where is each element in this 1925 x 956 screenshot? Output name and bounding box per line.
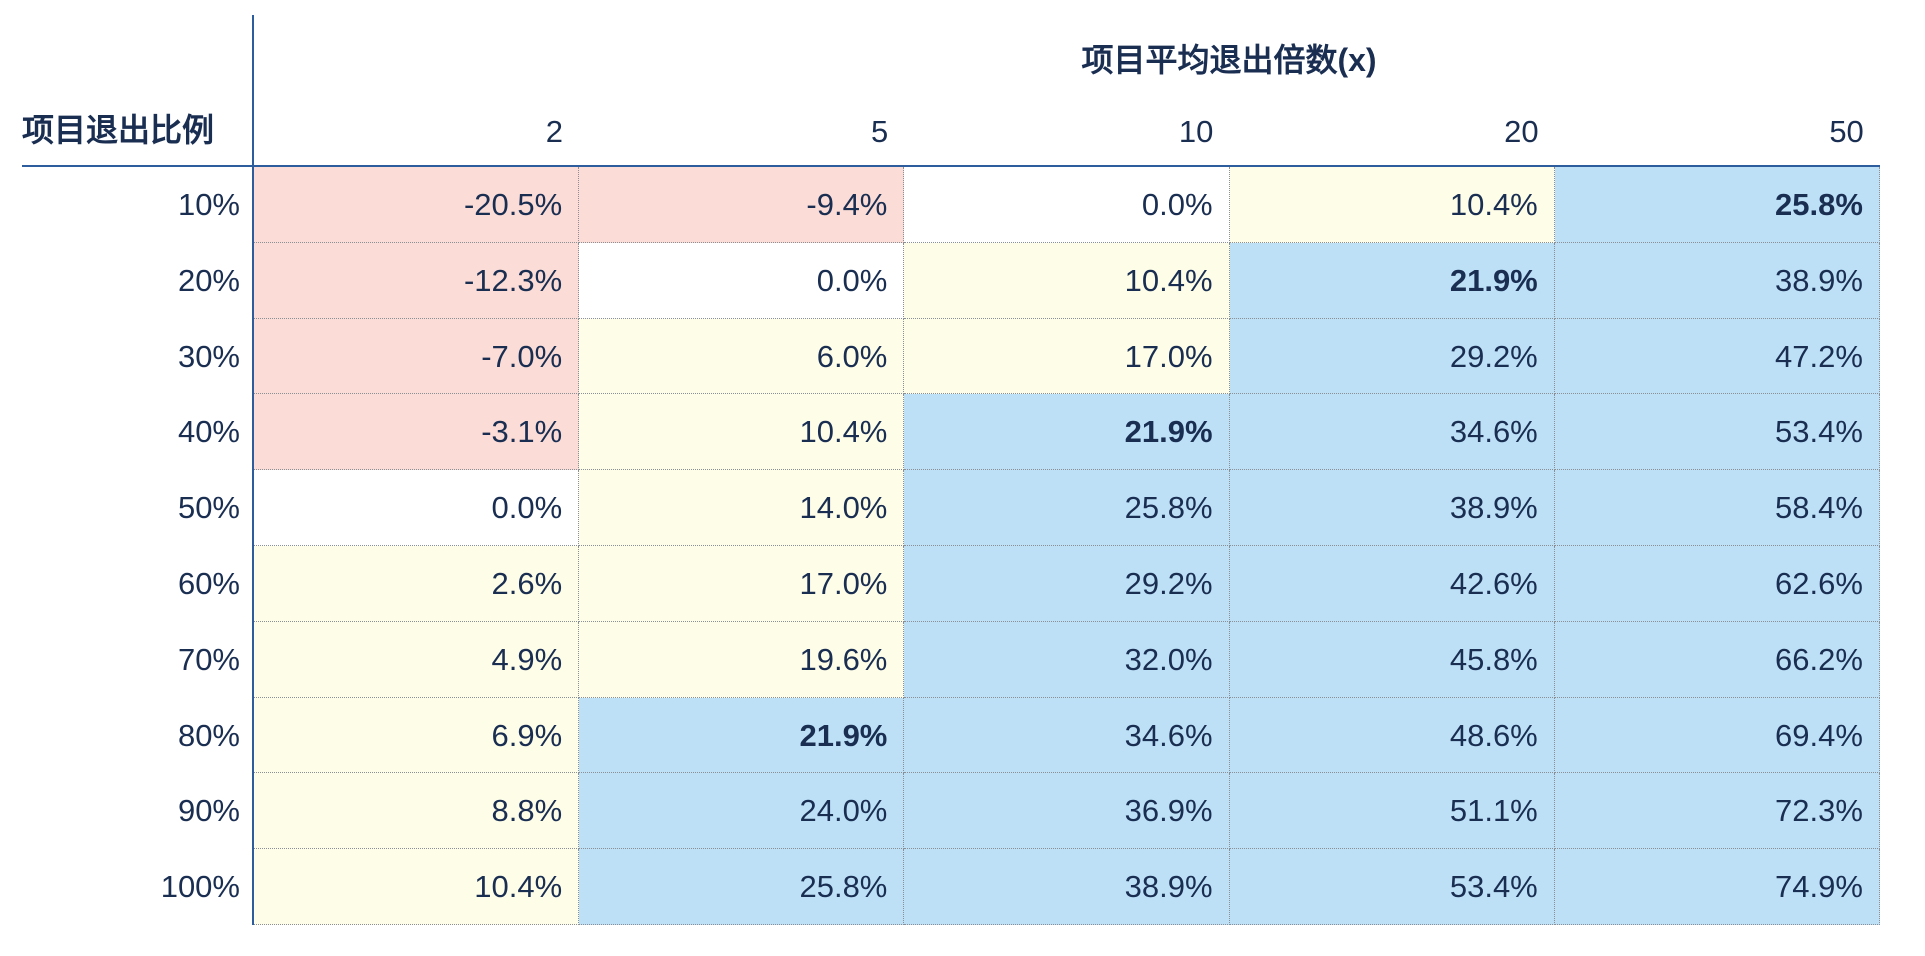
table-cell: 0.0% xyxy=(904,167,1230,243)
table-row: -7.0% 6.0% 17.0% 29.2% 47.2% xyxy=(254,318,1880,395)
table-cell: 66.2% xyxy=(1554,621,1880,698)
table-cell: 17.0% xyxy=(904,318,1230,395)
table-cell: 6.9% xyxy=(254,697,580,774)
table-cell: 29.2% xyxy=(1229,318,1555,395)
table-cell: 42.6% xyxy=(1229,545,1555,622)
table-cell: 34.6% xyxy=(904,697,1230,774)
row-label: 40% xyxy=(177,414,240,450)
table-cell: 29.2% xyxy=(904,545,1230,622)
table-row: -12.3% 0.0% 10.4% 21.9% 38.9% xyxy=(254,242,1880,319)
table-cell: 0.0% xyxy=(254,470,580,546)
row-label: 50% xyxy=(177,490,240,526)
table-row: 2.6% 17.0% 29.2% 42.6% 62.6% xyxy=(254,545,1880,622)
row-label: 60% xyxy=(177,565,240,601)
row-labels: 10% 20% 30% 40% 50% 60% 70% 80% 90% 100% xyxy=(22,167,240,925)
table-cell: 10.4% xyxy=(254,849,580,925)
table-cell: 58.4% xyxy=(1554,470,1880,546)
table-cell: 21.9% xyxy=(579,697,905,774)
table-cell: 53.4% xyxy=(1554,394,1880,471)
table-cell: 48.6% xyxy=(1229,697,1555,774)
table-cell: 19.6% xyxy=(579,621,905,698)
heatmap-grid: -20.5% -9.4% 0.0% 10.4% 25.8% -12.3% 0.0% 10.4%… xyxy=(254,167,1880,925)
row-label: 100% xyxy=(160,869,240,905)
table-cell: 69.4% xyxy=(1554,697,1880,774)
table-cell: 74.9% xyxy=(1554,849,1880,925)
table-cell: 45.8% xyxy=(1229,621,1555,698)
table-row: 0.0% 14.0% 25.8% 38.9% 58.4% xyxy=(254,470,1880,546)
column-axis-title: 项目平均退出倍数(x) xyxy=(1081,42,1377,78)
table-cell: -9.4% xyxy=(579,167,905,243)
table-cell: 34.6% xyxy=(1229,394,1555,471)
table-row: 10.4% 25.8% 38.9% 53.4% 74.9% xyxy=(254,849,1880,925)
column-header: 5 xyxy=(870,114,889,149)
table-cell: 47.2% xyxy=(1554,318,1880,395)
table-cell: 53.4% xyxy=(1229,849,1555,925)
table-row: -20.5% -9.4% 0.0% 10.4% 25.8% xyxy=(254,167,1880,243)
table-cell: 2.6% xyxy=(254,545,580,622)
table-cell: -3.1% xyxy=(254,394,580,471)
table-row: 6.9% 21.9% 34.6% 48.6% 69.4% xyxy=(254,697,1880,774)
table-cell: 25.8% xyxy=(1554,167,1880,243)
table-cell: 62.6% xyxy=(1554,545,1880,622)
table-row: 4.9% 19.6% 32.0% 45.8% 66.2% xyxy=(254,621,1880,698)
table-row: -3.1% 10.4% 21.9% 34.6% 53.4% xyxy=(254,394,1880,471)
column-header: 20 xyxy=(1504,114,1539,149)
table-cell: 0.0% xyxy=(579,242,905,319)
header-vertical-rule xyxy=(252,15,254,925)
row-label: 20% xyxy=(177,262,240,298)
table-cell: 25.8% xyxy=(579,849,905,925)
table-cell: 36.9% xyxy=(904,773,1230,850)
table-cell: 6.0% xyxy=(579,318,905,395)
table-cell: 14.0% xyxy=(579,470,905,546)
column-header: 10 xyxy=(1178,114,1214,149)
table-cell: 21.9% xyxy=(904,394,1230,471)
table-cell: 32.0% xyxy=(904,621,1230,698)
row-label: 10% xyxy=(177,187,240,222)
table-row: 8.8% 24.0% 36.9% 51.1% 72.3% xyxy=(254,773,1880,850)
table-cell: -20.5% xyxy=(254,167,580,243)
table-cell: 38.9% xyxy=(1229,470,1555,546)
column-header: 2 xyxy=(545,114,563,149)
table-cell: 10.4% xyxy=(904,242,1230,319)
table-cell: 8.8% xyxy=(254,773,580,850)
row-axis-title: 项目退出比例 xyxy=(22,112,215,148)
table-cell: 51.1% xyxy=(1229,773,1555,850)
table-cell: -12.3% xyxy=(254,242,580,319)
table-cell: 10.4% xyxy=(579,394,905,471)
table-cell: 72.3% xyxy=(1554,773,1880,850)
table-cell: -7.0% xyxy=(254,318,580,395)
table-cell: 21.9% xyxy=(1229,242,1555,319)
table-cell: 4.9% xyxy=(254,621,580,698)
column-header: 50 xyxy=(1829,114,1864,149)
table-cell: 38.9% xyxy=(904,849,1230,925)
row-label: 70% xyxy=(177,641,240,677)
table-cell: 25.8% xyxy=(904,470,1230,546)
row-label: 80% xyxy=(177,717,240,753)
header-horizontal-rule xyxy=(22,165,1880,167)
row-label: 90% xyxy=(177,793,240,829)
row-label: 30% xyxy=(177,338,240,374)
table-cell: 17.0% xyxy=(579,545,905,622)
table-cell: 38.9% xyxy=(1554,242,1880,319)
table-cell: 24.0% xyxy=(579,773,905,850)
table-cell: 10.4% xyxy=(1229,167,1555,243)
